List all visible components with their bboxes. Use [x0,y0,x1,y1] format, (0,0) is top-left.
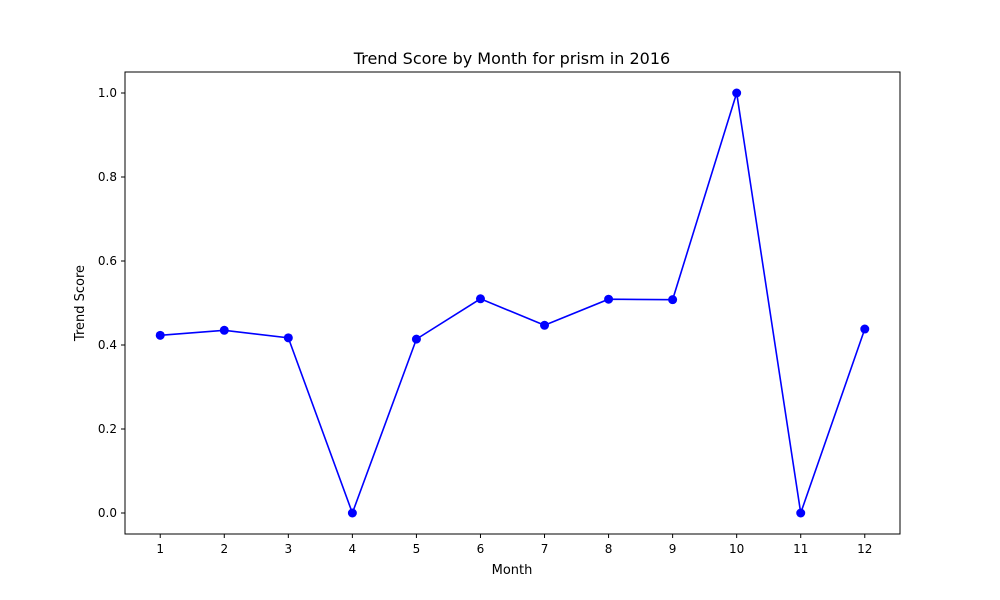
x-tick-label: 9 [669,542,677,556]
x-tick-label: 1 [156,542,164,556]
x-axis-ticks: 1 2 3 4 5 6 7 8 9 10 11 12 [156,534,872,556]
data-point [475,294,485,304]
x-axis-label: Month [492,563,533,578]
data-point [668,295,678,305]
data-point [155,330,165,340]
data-point [732,88,742,98]
data-point [347,508,357,518]
data-point [860,324,870,334]
y-tick-label: 0.0 [98,506,117,520]
chart-title: Trend Score by Month for prism in 2016 [353,49,670,68]
x-tick-label: 12 [857,542,872,556]
x-tick-label: 6 [477,542,485,556]
y-tick-label: 0.8 [98,170,117,184]
x-tick-label: 4 [349,542,357,556]
data-point [411,334,421,344]
x-tick-label: 7 [541,542,549,556]
y-axis-ticks: 0.0 0.2 0.4 0.6 0.8 1.0 [98,86,125,520]
y-axis-label: Trend Score [73,265,88,342]
y-tick-label: 0.2 [98,422,117,436]
data-point [219,325,229,335]
x-tick-label: 8 [605,542,613,556]
y-tick-label: 0.6 [98,254,117,268]
x-tick-label: 5 [413,542,421,556]
data-point [604,294,614,304]
y-tick-label: 1.0 [98,86,117,100]
data-point [796,508,806,518]
x-tick-label: 10 [729,542,744,556]
x-tick-label: 3 [285,542,293,556]
series-layer [155,88,870,518]
series-line [160,92,866,516]
y-tick-label: 0.4 [98,338,117,352]
plot-area-frame [124,71,901,535]
data-point [283,333,293,343]
x-tick-label: 2 [220,542,228,556]
data-point [540,320,550,330]
x-tick-label: 11 [793,542,808,556]
